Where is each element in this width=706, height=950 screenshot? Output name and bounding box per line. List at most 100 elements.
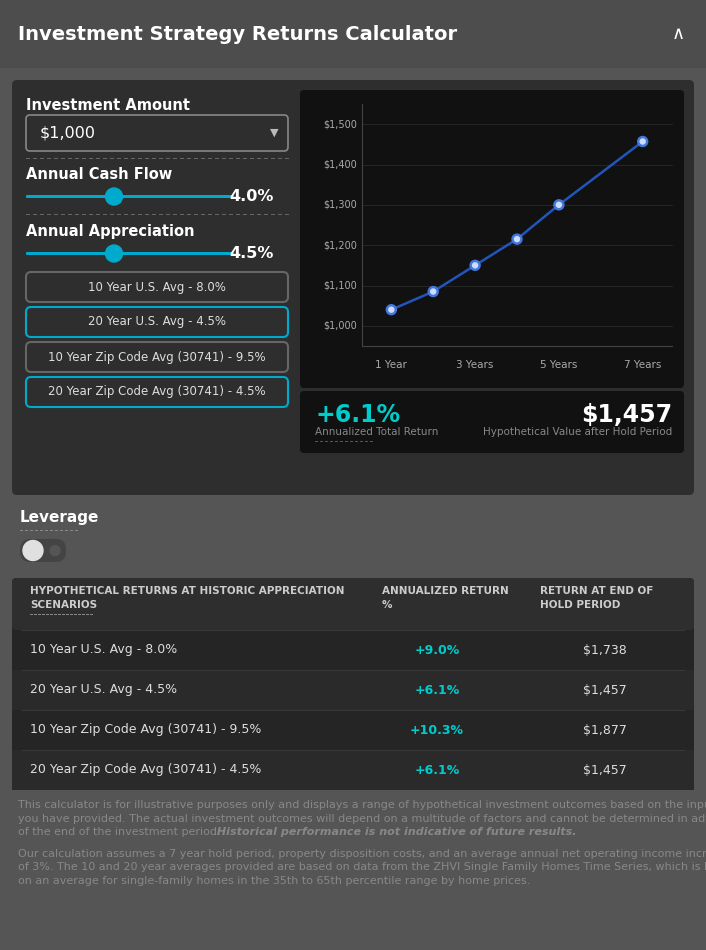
FancyBboxPatch shape [26,115,288,151]
Bar [110,214,114,215]
Circle shape [105,245,123,262]
Text: $1,300: $1,300 [323,200,357,210]
Bar [250,158,254,159]
Bar [62,614,64,615]
Text: 4.0%: 4.0% [229,189,274,204]
Bar [33,214,37,215]
Text: RETURN AT END OF: RETURN AT END OF [540,586,653,596]
Bar [173,158,177,159]
Text: Annual Cash Flow: Annual Cash Flow [26,167,172,182]
Circle shape [638,137,647,146]
Text: $1,457: $1,457 [583,764,627,776]
FancyBboxPatch shape [300,90,684,388]
Bar [222,214,226,215]
Circle shape [512,234,522,244]
Bar [124,214,128,215]
Bar [264,158,268,159]
Text: you have provided. The actual investment outcomes will depend on a multitude of : you have provided. The actual investment… [18,813,706,824]
FancyBboxPatch shape [12,578,694,790]
Circle shape [386,305,396,314]
Bar [229,214,233,215]
Circle shape [472,263,477,268]
Text: Annualized Total Return: Annualized Total Return [315,427,438,437]
Bar [278,214,282,215]
Bar [138,214,142,215]
Bar [236,214,240,215]
FancyBboxPatch shape [12,80,694,495]
Text: 1 Year: 1 Year [376,360,407,370]
Bar [236,158,240,159]
Circle shape [470,260,480,271]
Bar [42,614,44,615]
Text: 20 Year U.S. Avg - 4.5%: 20 Year U.S. Avg - 4.5% [88,315,226,329]
FancyBboxPatch shape [300,391,684,453]
FancyBboxPatch shape [26,377,288,407]
Bar [34,614,37,615]
Bar [26,214,30,215]
Bar [370,441,373,442]
Text: 7 Years: 7 Years [624,360,662,370]
Circle shape [640,139,645,144]
Text: 10 Year Zip Code Avg (30741) - 9.5%: 10 Year Zip Code Avg (30741) - 9.5% [30,724,261,736]
Bar [271,158,275,159]
Bar [75,158,79,159]
Bar [60,530,63,531]
Bar [70,530,73,531]
Text: $1,457: $1,457 [581,403,672,427]
Bar [50,530,53,531]
Text: 20 Year Zip Code Avg (30741) - 4.5%: 20 Year Zip Code Avg (30741) - 4.5% [30,764,261,776]
Bar [201,214,205,215]
Bar [131,214,135,215]
Text: $1,500: $1,500 [323,119,357,129]
Bar [47,214,51,215]
Bar [194,214,198,215]
Bar [82,614,85,615]
Text: HYPOTHETICAL RETURNS AT HISTORIC APPRECIATION: HYPOTHETICAL RETURNS AT HISTORIC APPRECI… [30,586,345,596]
Bar [82,214,86,215]
Bar [187,214,191,215]
Bar [180,214,184,215]
Bar [166,214,170,215]
Text: This calculator is for illustrative purposes only and displays a range of hypoth: This calculator is for illustrative purp… [18,800,706,810]
Bar [12,710,694,750]
Text: Annual Appreciation: Annual Appreciation [26,224,194,239]
Bar [138,158,142,159]
Bar [66,614,68,615]
Bar [215,158,219,159]
Bar [68,158,72,159]
Circle shape [429,287,438,296]
Bar [45,530,48,531]
Bar [54,214,58,215]
Bar [30,614,32,615]
Text: +6.1%: +6.1% [414,764,460,776]
Text: 10 Year Zip Code Avg (30741) - 9.5%: 10 Year Zip Code Avg (30741) - 9.5% [48,351,266,364]
Bar [0,0,706,68]
Bar [285,158,289,159]
Bar [46,614,49,615]
Bar [315,441,318,442]
Bar [61,158,65,159]
FancyBboxPatch shape [26,342,288,372]
Bar [180,158,184,159]
Text: Investment Amount: Investment Amount [26,98,190,113]
Bar [50,614,52,615]
Bar [208,214,212,215]
Bar [74,614,76,615]
Bar [30,530,33,531]
Bar [12,630,694,670]
Text: HOLD PERIOD: HOLD PERIOD [540,600,621,610]
Bar [243,214,247,215]
Bar [40,214,44,215]
Text: of 3%. The 10 and 20 year averages provided are based on data from the ZHVI Sing: of 3%. The 10 and 20 year averages provi… [18,863,706,872]
Bar [194,158,198,159]
Text: 20 Year Zip Code Avg (30741) - 4.5%: 20 Year Zip Code Avg (30741) - 4.5% [48,386,266,398]
Text: Hypothetical Value after Hold Period: Hypothetical Value after Hold Period [483,427,672,437]
Bar [222,158,226,159]
Text: $1,100: $1,100 [323,280,357,291]
Bar [285,214,289,215]
Bar [40,158,44,159]
Bar [350,441,353,442]
Bar [78,614,80,615]
Bar [96,158,100,159]
Text: $1,200: $1,200 [323,240,357,250]
